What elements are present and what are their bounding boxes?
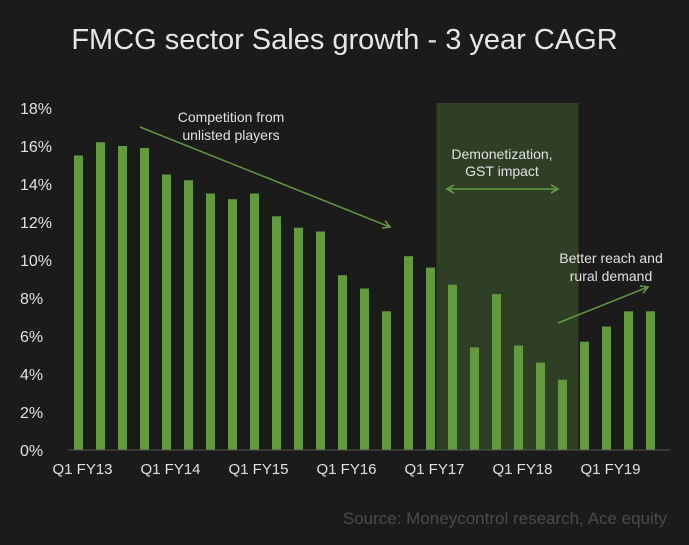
y-tick-label: 4% (20, 367, 43, 384)
bar-23 (580, 341, 589, 450)
annotation-competition-line2: unlisted players (182, 127, 279, 143)
bar-7 (228, 199, 237, 450)
bar-5 (184, 180, 193, 450)
annotation-demonetization-line1: Demonetization, (451, 146, 552, 162)
x-tick-label: Q1 FY14 (140, 461, 200, 478)
y-tick-label: 6% (20, 329, 43, 346)
highlight-band (436, 103, 579, 450)
bar-19 (492, 294, 501, 450)
bar-14 (382, 311, 391, 450)
bar-8 (250, 193, 259, 450)
annotation-competition-line1: Competition from (178, 109, 285, 125)
bar-24 (602, 326, 611, 450)
bar-9 (272, 216, 281, 450)
y-tick-label: 16% (20, 139, 52, 156)
trend-arrow-competition (139, 126, 392, 229)
annotation-demonetization-line2: GST impact (465, 163, 539, 179)
x-tick-label: Q1 FY17 (404, 461, 464, 478)
bar-25 (624, 311, 633, 450)
bar-17 (448, 284, 457, 450)
y-tick-label: 14% (20, 177, 52, 194)
bar-21 (536, 362, 545, 450)
bar-11 (316, 231, 325, 450)
bar-1 (96, 142, 105, 450)
bar-13 (360, 288, 369, 450)
y-tick-label: 18% (20, 101, 52, 118)
bar-2 (118, 146, 127, 450)
x-tick-label: Q1 FY18 (492, 461, 552, 478)
bar-0 (74, 155, 83, 450)
y-tick-label: 10% (20, 253, 52, 270)
x-tick-label: Q1 FY13 (52, 461, 112, 478)
bar-26 (646, 311, 655, 450)
x-tick-label: Q1 FY15 (228, 461, 288, 478)
bar-16 (426, 267, 435, 450)
y-tick-label: 12% (20, 215, 52, 232)
bar-4 (162, 174, 171, 450)
bar-22 (558, 379, 567, 450)
trend-arrow-recovery (557, 285, 650, 324)
y-tick-label: 0% (20, 443, 43, 460)
bar-12 (338, 275, 347, 450)
bar-15 (404, 256, 413, 450)
y-tick-label: 8% (20, 291, 43, 308)
bar-18 (470, 347, 479, 450)
chart-title: FMCG sector Sales growth - 3 year CAGR (71, 24, 618, 56)
x-tick-label: Q1 FY19 (580, 461, 640, 478)
bar-10 (294, 227, 303, 450)
annotation-recovery-line2: rural demand (570, 268, 653, 284)
bar-6 (206, 193, 215, 450)
y-tick-label: 2% (20, 405, 43, 422)
annotation-recovery-line1: Better reach and (559, 250, 663, 266)
source-note: Source: Moneycontrol research, Ace equit… (342, 509, 667, 528)
x-tick-label: Q1 FY16 (316, 461, 376, 478)
bar-20 (514, 345, 523, 450)
bar-3 (140, 147, 149, 450)
